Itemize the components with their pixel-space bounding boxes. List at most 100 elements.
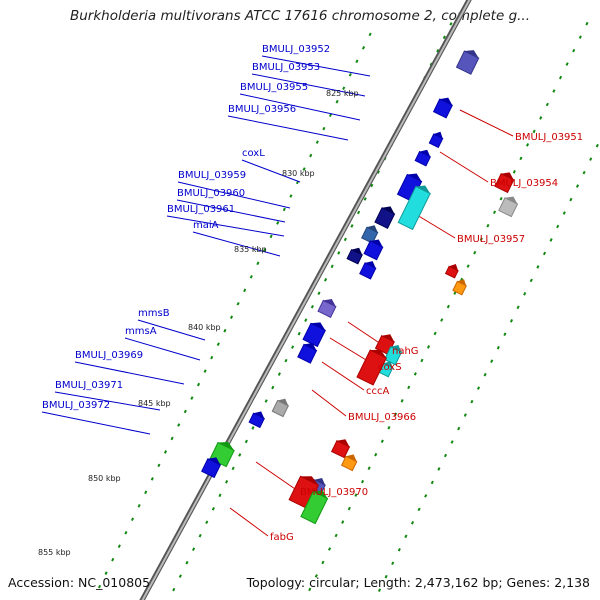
leader-line	[459, 109, 514, 137]
forward-gene-label[interactable]: BMULJ_03959	[178, 170, 246, 181]
forward-gene-label[interactable]: BMULJ_03972	[42, 400, 110, 411]
scale-tick	[324, 278, 328, 282]
forward-gene-arrowhead	[323, 298, 336, 307]
scale-tick	[185, 560, 189, 565]
scale-tick	[512, 170, 516, 174]
scale-tick	[354, 493, 358, 497]
forward-gene-arrowhead	[433, 131, 443, 139]
forward-gene-arrowhead	[365, 261, 376, 269]
scale-tick	[310, 304, 314, 309]
leader-line	[311, 389, 347, 417]
label-leader-lines	[41, 55, 514, 537]
scale-tick	[357, 210, 361, 215]
scale-tick	[404, 534, 408, 539]
scale-tick	[291, 345, 295, 349]
scale-tick	[249, 275, 253, 279]
scale-tick	[130, 517, 135, 522]
scale-tick	[516, 305, 520, 310]
forward-gene-arrowhead	[253, 411, 265, 419]
scale-tick	[525, 143, 530, 147]
forward-gene-label[interactable]: maiA	[193, 220, 219, 231]
scale-tick	[417, 507, 421, 512]
scale-tick	[223, 328, 227, 333]
scale-tick	[539, 116, 543, 120]
scale-tick	[449, 22, 453, 26]
scale-tick	[328, 113, 333, 117]
forward-gene-label[interactable]: BMULJ_03955	[240, 82, 308, 93]
scale-tick	[276, 221, 280, 225]
scale-tick	[117, 544, 121, 549]
forward-gene-label[interactable]: mmsB	[138, 308, 170, 319]
reverse-gene-arrowhead	[313, 490, 328, 499]
scale-tick	[218, 493, 222, 498]
forward-gene-label[interactable]: BMULJ_03956	[228, 104, 296, 115]
forward-gene-label[interactable]: BMULJ_03969	[75, 350, 143, 361]
scale-tick	[315, 140, 319, 144]
scale-tick	[367, 466, 371, 470]
reverse-gene-arrowhead	[370, 349, 387, 359]
scale-tick	[450, 440, 454, 444]
reverse-gene-arrowhead	[449, 263, 459, 271]
scale-tick	[436, 49, 440, 53]
gene-features	[201, 50, 519, 525]
scale-tick	[192, 547, 196, 551]
leader-line	[192, 231, 281, 257]
scale-tick	[327, 547, 332, 551]
leader-line	[261, 55, 371, 77]
reverse-gene-arrowhead	[314, 477, 326, 486]
scale-tick	[243, 288, 247, 293]
scale-tick	[499, 196, 503, 201]
scale-tick	[308, 587, 312, 592]
forward-gene-label[interactable]: mmsA	[125, 326, 157, 337]
reverse-gene-label[interactable]: BMULJ_03951	[515, 132, 583, 143]
scale-tick	[476, 386, 481, 390]
scale-tick	[231, 466, 235, 471]
scale-tick	[589, 157, 593, 161]
accession-text: Accession: NC_010805	[8, 575, 151, 590]
reverse-gene-arrowhead	[300, 476, 319, 486]
scale-tick	[376, 170, 380, 174]
scale-tick	[387, 425, 391, 430]
scale-tick	[442, 35, 446, 40]
reverse-gene-label[interactable]: coxS	[378, 362, 402, 373]
scale-tick	[473, 250, 477, 255]
forward-gene-label[interactable]: BMULJ_03952	[262, 44, 330, 55]
reverse-gene-label[interactable]: BMULJ_03957	[457, 234, 525, 245]
scale-tick	[523, 292, 527, 296]
reverse-gene-label[interactable]: cccA	[366, 386, 389, 397]
scale-tick	[317, 291, 321, 296]
reverse-gene-label[interactable]: BMULJ_03966	[348, 412, 416, 423]
scale-tick	[483, 372, 487, 377]
kbp-scale-labels: 825 kbp 830 kbp 835 kbp 840 kbp 845 kbp 850 k…	[38, 89, 359, 557]
reverse-gene-arrowhead	[346, 454, 357, 462]
scale-tick	[144, 490, 148, 495]
forward-gene-label[interactable]: coxL	[242, 148, 265, 159]
reverse-gene-label[interactable]: fabG	[270, 532, 294, 543]
reverse-gene-arrowhead	[381, 334, 395, 342]
kbp-scale-label: 850 kbp	[88, 474, 121, 483]
scale-tick	[289, 194, 293, 198]
reverse-gene-label[interactable]: BMULJ_03954	[490, 178, 558, 189]
forward-gene-label[interactable]: BMULJ_03971	[55, 380, 123, 391]
leader-line	[439, 151, 489, 183]
scale-tick	[463, 413, 467, 417]
scale-tick	[150, 477, 154, 481]
forward-gene-label[interactable]: BMULJ_03961	[167, 204, 235, 215]
leader-line	[41, 411, 151, 435]
scale-tick	[348, 72, 352, 77]
leader-line	[74, 361, 185, 385]
reverse-gene-label[interactable]: nahG	[392, 346, 419, 357]
scale-tick	[238, 453, 242, 457]
forward-gene-label[interactable]: BMULJ_03960	[177, 188, 245, 199]
forward-gene-arrowhead	[382, 206, 395, 214]
scale-tick	[277, 372, 281, 376]
forward-gene-arrowhead	[366, 225, 378, 233]
forward-gene-arrowhead	[415, 185, 431, 194]
forward-gene-label[interactable]: BMULJ_03953	[252, 62, 320, 73]
reverse-gene-label[interactable]: BMULJ_03970	[300, 487, 368, 498]
scale-tick	[536, 265, 540, 269]
kbp-scale-label: 835 kbp	[234, 245, 267, 254]
scale-tick	[355, 59, 359, 64]
scale-tick	[284, 358, 288, 363]
scale-tick	[545, 102, 549, 107]
